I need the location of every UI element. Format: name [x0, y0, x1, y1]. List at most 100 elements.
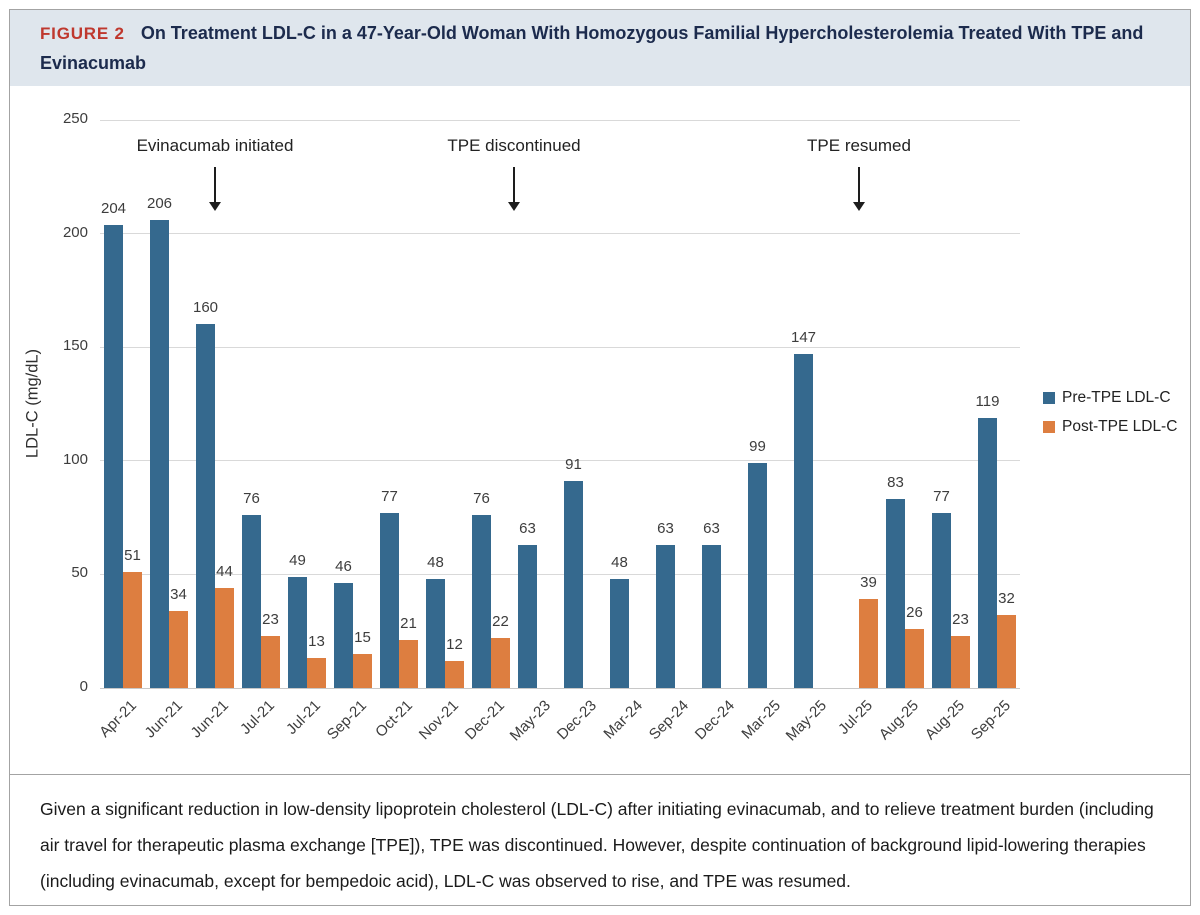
bar-value-label: 34 [170, 586, 187, 603]
y-axis-title: LDL-C (mg/dL) [23, 348, 42, 459]
bar-value-label: 119 [975, 393, 1000, 410]
bar-pre-tpe [150, 220, 169, 688]
bar-value-label: 76 [473, 490, 490, 507]
grid-line [100, 119, 1020, 121]
bar-value-label: 77 [933, 488, 950, 505]
bar-pre-tpe [472, 515, 491, 688]
bar-post-tpe [905, 629, 924, 688]
bar-value-label: 51 [124, 547, 141, 564]
grid-line [100, 346, 1020, 348]
y-tick-label: 150 [62, 337, 88, 355]
legend-swatch-post-tpe-icon [1043, 421, 1055, 433]
annotation-arrow-icon [513, 167, 515, 203]
y-tick-label: 50 [71, 564, 88, 582]
legend-item-post-tpe: Post-TPE LDL-C [1043, 418, 1177, 436]
bar-pre-tpe [702, 545, 721, 688]
bar-pre-tpe [104, 225, 123, 688]
bar-pre-tpe [518, 545, 537, 688]
bar-value-label: 48 [427, 554, 444, 571]
bar-value-label: 49 [289, 552, 306, 569]
bar-value-label: 206 [146, 195, 173, 212]
legend-label-pre-tpe: Pre-TPE LDL-C [1062, 389, 1171, 406]
bar-pre-tpe [932, 513, 951, 688]
chart-area: LDL-C (mg/dL) 0 50 100 150 200 250 204 51 Apr-21… [10, 86, 1190, 774]
bar-pre-tpe [794, 354, 813, 688]
y-tick-label: 0 [79, 678, 88, 695]
bar-value-label: 83 [887, 474, 904, 491]
bar-value-label: 21 [400, 615, 417, 632]
bar-post-tpe [491, 638, 510, 688]
bar-pre-tpe [242, 515, 261, 688]
bar-pre-tpe [288, 577, 307, 688]
annotation-label: TPE discontinued [447, 136, 581, 155]
annotation-arrowhead-icon [508, 202, 520, 211]
bar-post-tpe [261, 636, 280, 688]
bar-value-label: 63 [703, 520, 720, 537]
bar-post-tpe [215, 588, 234, 688]
bar-post-tpe [445, 661, 464, 688]
bar-post-tpe [997, 615, 1016, 688]
bar-post-tpe [399, 640, 418, 688]
annotation-arrow-icon [214, 167, 216, 203]
figure-header: FIGURE 2 On Treatment LDL-C in a 47-Year-… [10, 10, 1190, 86]
legend: Pre-TPE LDL-C Post-TPE LDL-C [1043, 389, 1177, 447]
grid-line [100, 233, 1020, 235]
grid-line [100, 460, 1020, 462]
bar-post-tpe [169, 611, 188, 688]
bar-value-label: 63 [519, 520, 536, 537]
legend-swatch-pre-tpe-icon [1043, 392, 1055, 404]
annotation-label: TPE resumed [807, 136, 911, 155]
bar-value-label: 91 [565, 456, 582, 473]
bar-value-label: 147 [790, 329, 817, 346]
bar-post-tpe [859, 599, 878, 688]
bar-post-tpe [353, 654, 372, 688]
bar-value-label: 204 [100, 200, 127, 217]
bar-pre-tpe [610, 579, 629, 688]
bar-value-label: 23 [952, 611, 969, 628]
bar-value-label: 99 [749, 438, 766, 455]
bar-post-tpe [307, 658, 326, 688]
bar-pre-tpe [886, 499, 905, 688]
bar-value-label: 76 [243, 490, 260, 507]
bar-value-label: 23 [262, 611, 279, 628]
bar-pre-tpe [978, 418, 997, 688]
grid-line [100, 687, 1020, 689]
y-tick-label: 100 [62, 450, 88, 468]
figure-caption: Given a significant reduction in low-den… [10, 774, 1190, 905]
bar-value-label: 44 [216, 563, 233, 580]
bar-post-tpe [951, 636, 970, 688]
figure-2: FIGURE 2 On Treatment LDL-C in a 47-Year-… [9, 9, 1191, 906]
grid-line [100, 573, 1020, 575]
annotation-arrowhead-icon [209, 202, 221, 211]
bar-value-label: 63 [657, 520, 674, 537]
bar-value-label: 13 [308, 633, 325, 650]
bar-pre-tpe [748, 463, 767, 688]
bar-pre-tpe [196, 324, 215, 688]
bar-value-label: 160 [192, 299, 219, 316]
bar-pre-tpe [564, 481, 583, 688]
bar-value-label: 26 [906, 604, 923, 621]
annotation-label: Evinacumab initiated [136, 136, 294, 155]
bar-post-tpe [123, 572, 142, 688]
legend-item-pre-tpe: Pre-TPE LDL-C [1043, 389, 1177, 407]
bar-value-label: 77 [381, 488, 398, 505]
bar-pre-tpe [380, 513, 399, 688]
bar-pre-tpe [426, 579, 445, 688]
bar-value-label: 39 [860, 574, 877, 591]
bar-value-label: 32 [998, 590, 1015, 607]
figure-label: FIGURE 2 [40, 24, 125, 43]
caption-text: Given a significant reduction in low-den… [40, 799, 1154, 891]
annotation-arrowhead-icon [853, 202, 865, 211]
y-tick-label: 200 [62, 223, 88, 241]
bar-pre-tpe [656, 545, 675, 688]
bar-value-label: 48 [611, 554, 628, 571]
figure-title: On Treatment LDL-C in a 47-Year-Old Woma… [40, 23, 1144, 73]
bar-value-label: 46 [335, 558, 352, 575]
bar-value-label: 12 [446, 636, 463, 653]
annotation-arrow-icon [858, 167, 860, 203]
y-tick-label: 250 [62, 110, 88, 127]
bar-pre-tpe [334, 583, 353, 688]
bar-value-label: 15 [354, 629, 371, 646]
bar-value-label: 22 [492, 613, 509, 630]
legend-label-post-tpe: Post-TPE LDL-C [1062, 418, 1178, 435]
